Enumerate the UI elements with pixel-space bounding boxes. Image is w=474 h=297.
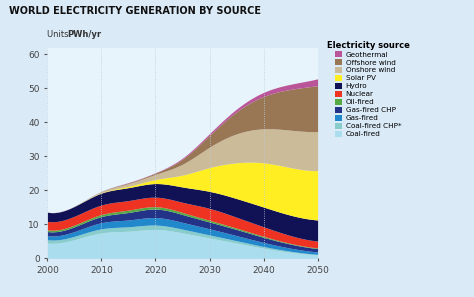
Text: PWh/yr: PWh/yr	[67, 30, 101, 39]
Text: Units:: Units:	[47, 30, 74, 39]
Legend: Geothermal, Offshore wind, Onshore wind, Solar PV, Hydro, Nuclear, Oil-fired, Ga: Geothermal, Offshore wind, Onshore wind,…	[327, 41, 410, 137]
Text: WORLD ELECTRICITY GENERATION BY SOURCE: WORLD ELECTRICITY GENERATION BY SOURCE	[9, 6, 262, 16]
